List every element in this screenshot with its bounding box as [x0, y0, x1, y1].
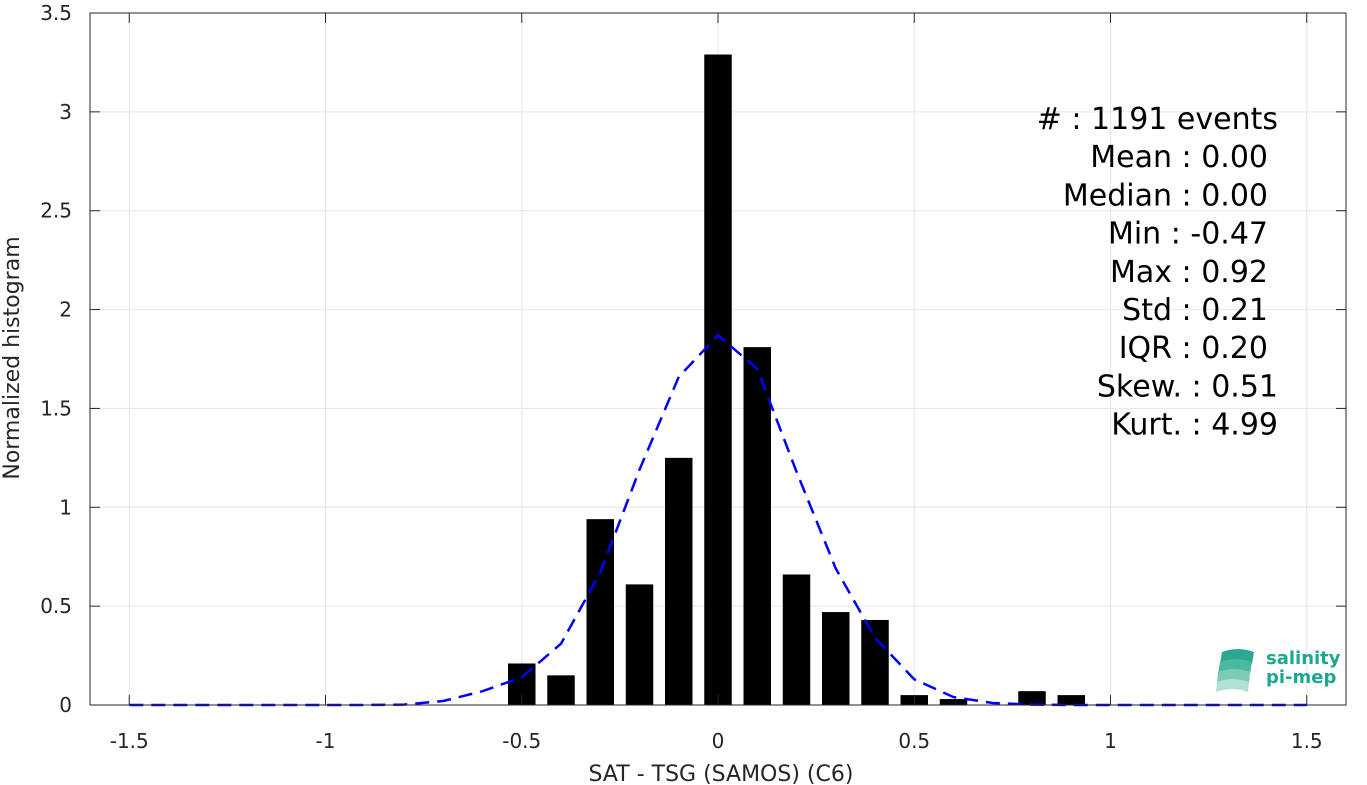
normal-fit-line	[129, 333, 1307, 707]
salinity-pi-mep-logo: salinity pi-mep	[1216, 646, 1346, 696]
y-tick-label: 1	[59, 495, 72, 519]
histogram-bar	[665, 457, 693, 705]
x-tick-label: 0	[712, 729, 725, 753]
y-tick-label: 2.5	[40, 199, 72, 223]
x-tick-label: 1	[1104, 729, 1117, 753]
histogram-bar	[782, 574, 811, 705]
stat-line: IQR : 0.20	[1119, 331, 1268, 366]
histogram-bar	[1057, 695, 1085, 705]
stat-line: Min : -0.47	[1108, 217, 1268, 252]
x-tick-label: -1.5	[110, 729, 149, 753]
stat-line: Skew. : 0.51	[1097, 369, 1278, 404]
logo-line-1: salinity	[1266, 648, 1341, 669]
histogram-bar	[1018, 691, 1046, 705]
wave-logo-icon	[1216, 649, 1254, 692]
y-tick-label: 3.5	[40, 1, 72, 25]
histogram-bar	[547, 675, 575, 705]
x-tick-label: -1	[316, 729, 336, 753]
histogram-bar	[861, 619, 889, 705]
y-tick-label: 0.5	[40, 594, 72, 618]
y-tick-label: 0	[59, 693, 72, 717]
x-tick-label: 0.5	[898, 729, 930, 753]
x-axis-label: SAT - TSG (SAMOS) (C6)	[589, 762, 854, 785]
stat-line: Mean : 0.00	[1090, 140, 1268, 175]
histogram-bar	[704, 54, 732, 705]
histogram-bar	[625, 584, 654, 705]
y-tick-labels: 0 0.5 1 1.5 2 2.5 3 3.5	[40, 1, 72, 717]
y-tick-label: 1.5	[40, 396, 72, 420]
x-tick-label: 1.5	[1291, 729, 1323, 753]
y-axis-label: Normalized histogram	[0, 236, 25, 479]
stat-line: # : 1191 events	[1037, 102, 1278, 137]
normal-fit-curve	[129, 333, 1307, 707]
y-tick-label: 3	[59, 100, 72, 124]
y-tick-label: 2	[59, 298, 72, 322]
histogram-bar	[822, 612, 850, 705]
stat-line: Kurt. : 4.99	[1111, 408, 1278, 443]
histogram-bar	[743, 347, 771, 705]
logo-line-2: pi-mep	[1266, 667, 1337, 688]
histogram-bar	[939, 699, 968, 705]
x-tick-labels: -1.5 -1 -0.5 0 0.5 1 1.5	[110, 729, 1323, 753]
histogram-bars	[508, 54, 1085, 705]
stat-line: Max : 0.92	[1110, 255, 1268, 290]
stat-line: Std : 0.21	[1122, 293, 1268, 328]
stat-line: Median : 0.00	[1063, 178, 1268, 213]
x-tick-label: -0.5	[502, 729, 541, 753]
tick-marks	[90, 12, 1346, 706]
